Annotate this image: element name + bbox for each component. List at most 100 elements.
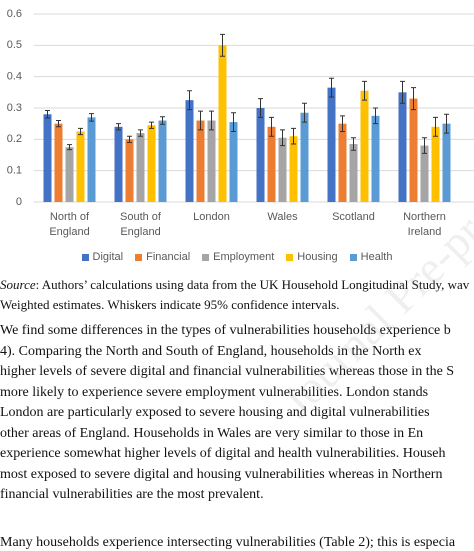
error-bar — [411, 87, 416, 111]
bar — [289, 136, 298, 202]
y-tick-label: 0.2 — [7, 133, 22, 145]
y-tick-label: 0.1 — [7, 165, 22, 177]
error-bar — [138, 129, 143, 137]
x-tick-label: South of England — [120, 211, 161, 238]
bar — [327, 87, 336, 202]
error-bar — [362, 80, 367, 101]
legend-item: Employment — [202, 251, 274, 263]
bar — [76, 131, 85, 202]
error-bar — [78, 127, 83, 136]
error-bar — [444, 113, 449, 134]
error-bar — [220, 33, 225, 57]
bar — [229, 122, 238, 202]
legend-item: Housing — [286, 251, 338, 263]
x-tick-label: Northern Ireland — [403, 211, 446, 238]
legend-label: Digital — [92, 251, 124, 263]
error-bar — [269, 116, 274, 137]
legend-swatch — [81, 253, 89, 261]
y-tick-label: 0.6 — [7, 8, 22, 20]
legend-swatch — [286, 253, 294, 261]
legend-label: Housing — [297, 251, 338, 263]
paragraph-line: more likely to experience severe employm… — [0, 384, 429, 400]
bar — [409, 98, 418, 202]
bar — [442, 123, 451, 202]
y-tick-label: 0 — [16, 196, 22, 208]
error-bar — [422, 137, 427, 154]
bar — [54, 123, 63, 202]
legend-label: Employment — [213, 251, 275, 263]
legend-label: Financial — [146, 251, 191, 263]
error-bar — [198, 110, 203, 131]
legend-item: Digital — [81, 251, 124, 263]
bar — [147, 125, 156, 202]
bar — [207, 120, 216, 202]
legend-swatch — [202, 253, 210, 261]
bar — [431, 126, 440, 202]
source-text: : Authors’ calculations using data from … — [35, 277, 470, 292]
bar — [125, 139, 134, 202]
bar — [136, 133, 145, 202]
error-bar — [340, 115, 345, 132]
bar — [114, 126, 123, 202]
x-tick-label: London — [193, 211, 230, 223]
source-label: Source — [0, 277, 36, 292]
error-bar — [351, 137, 356, 151]
error-bar — [302, 102, 307, 123]
error-bar — [291, 127, 296, 145]
paragraph-line: We find some differences in the types of… — [0, 323, 451, 338]
paragraph-line: London are particularly exposed to sever… — [0, 405, 430, 420]
error-bar — [127, 135, 132, 143]
bar — [349, 144, 358, 202]
error-bar — [400, 80, 405, 104]
bar — [65, 147, 74, 202]
x-tick-label: North of England — [49, 211, 90, 238]
error-bar — [280, 129, 285, 147]
bar — [87, 117, 96, 202]
paragraph-line: higher levels of severe digital and fina… — [0, 364, 455, 379]
bar — [338, 123, 347, 202]
bar — [360, 90, 369, 202]
bar — [420, 145, 429, 202]
paragraph-line: 4). Comparing the North and South of Eng… — [0, 343, 422, 359]
error-bar — [258, 98, 263, 118]
error-bar — [209, 110, 214, 131]
bar — [371, 115, 380, 202]
error-bar — [187, 90, 192, 111]
legend: Digital Financial Employment Housing Health — [0, 251, 474, 263]
bar — [43, 114, 52, 202]
y-tick-label: 0.5 — [7, 39, 22, 51]
error-bar — [160, 116, 165, 125]
paragraph-line: financial vulnerabilities are the most p… — [0, 487, 264, 502]
x-tick-label: Scotland — [332, 211, 375, 223]
legend-item: Health — [349, 251, 393, 263]
bar — [185, 100, 194, 202]
error-bar — [373, 107, 378, 125]
legend-swatch — [135, 253, 143, 261]
error-bar — [45, 110, 50, 119]
legend-item: Financial — [135, 251, 190, 263]
bar — [267, 126, 276, 202]
bar — [218, 45, 227, 203]
source-line: Source: Authors’ calculations using data… — [0, 277, 474, 293]
y-tick-label: 0.4 — [7, 71, 22, 83]
paragraph-line: experience somewhat higher levels of dig… — [0, 446, 446, 461]
error-bar — [116, 123, 121, 131]
caption-note: Weighted estimates. Whiskers indicate 95… — [0, 297, 340, 312]
y-tick-label: 0.3 — [7, 102, 22, 114]
error-bar — [329, 77, 334, 98]
bar — [158, 120, 167, 202]
chart: 0 0.1 0.2 0.3 0.4 0.5 0.6 — [7, 8, 474, 208]
error-bar — [89, 113, 94, 122]
paragraph-line: other areas of England. Households in Wa… — [0, 425, 424, 441]
error-bar — [433, 116, 438, 137]
error-bar — [67, 144, 72, 151]
error-bar — [56, 120, 61, 128]
bar — [278, 137, 287, 202]
legend-label: Health — [360, 251, 393, 263]
error-bar — [149, 121, 154, 129]
legend-swatch — [349, 253, 357, 261]
error-bar — [231, 112, 236, 132]
bar — [398, 92, 407, 202]
bar — [256, 108, 265, 202]
